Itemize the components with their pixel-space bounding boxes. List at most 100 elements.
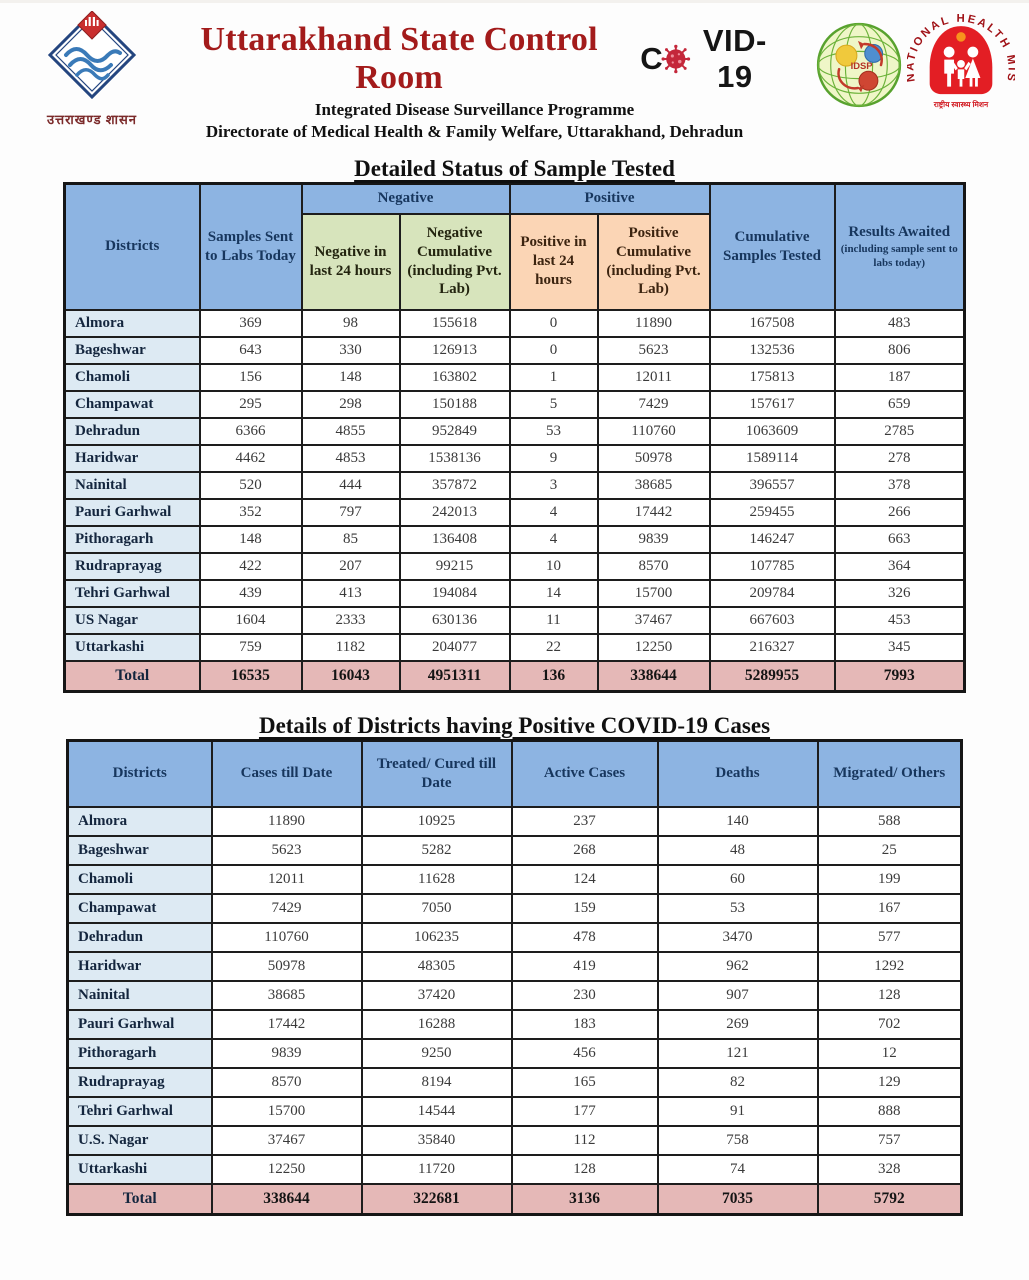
- value-cell: 1292: [816, 950, 963, 982]
- value-cell: 35840: [360, 1124, 513, 1156]
- table-row: Dehradun 6366 4855 952849 53 110760 1063609 278…: [63, 416, 966, 446]
- value-cell: 9839: [596, 524, 711, 554]
- value-cell: 148: [300, 362, 401, 392]
- value-cell: 126913: [398, 335, 511, 365]
- district-name: Almora: [66, 805, 213, 837]
- total-label: Total: [66, 1182, 213, 1216]
- value-cell: 155618: [398, 308, 511, 338]
- value-cell: 167: [816, 892, 963, 924]
- district-name: Tehri Garhwal: [63, 578, 201, 608]
- value-cell: 216327: [708, 632, 836, 662]
- value-cell: 183: [510, 1008, 659, 1040]
- value-cell: 643: [198, 335, 303, 365]
- value-cell: 14: [508, 578, 599, 608]
- value-cell: 520: [198, 470, 303, 500]
- value-cell: 12250: [596, 632, 711, 662]
- value-cell: 2333: [300, 605, 401, 635]
- value-cell: 124: [510, 863, 659, 895]
- value-cell: 22: [508, 632, 599, 662]
- table-row: Tehri Garhwal 439 413 194084 14 15700 209784 32…: [63, 578, 966, 608]
- value-cell: 4951311: [398, 659, 511, 693]
- covid-suffix: VID-19: [702, 23, 767, 94]
- district-name: Pithoragarh: [63, 524, 201, 554]
- value-cell: 11628: [360, 863, 513, 895]
- value-cell: 91: [656, 1095, 819, 1127]
- district-name: Uttarkashi: [63, 632, 201, 662]
- value-cell: 8194: [360, 1066, 513, 1098]
- value-cell: 3136: [510, 1182, 659, 1216]
- table-row: Bageshwar 643 330 126913 0 5623 132536 806: [63, 335, 966, 365]
- value-cell: 53: [656, 892, 819, 924]
- value-cell: 194084: [398, 578, 511, 608]
- value-cell: 4: [508, 497, 599, 527]
- district-name: Uttarkashi: [66, 1153, 213, 1185]
- value-cell: 11: [508, 605, 599, 635]
- table-row: Rudraprayag 422 207 99215 10 8570 107785 364: [63, 551, 966, 581]
- col-header-active-cases: Active Cases: [510, 739, 659, 808]
- value-cell: 330: [300, 335, 401, 365]
- positive-cases-table: Districts Cases till Date Treated/ Cured…: [66, 739, 963, 1217]
- value-cell: 663: [833, 524, 966, 554]
- value-cell: 7429: [596, 389, 711, 419]
- value-cell: 4855: [300, 416, 401, 446]
- value-cell: 106235: [360, 921, 513, 953]
- value-cell: 110760: [210, 921, 363, 953]
- value-cell: 150188: [398, 389, 511, 419]
- value-cell: 797: [300, 497, 401, 527]
- value-cell: 630136: [398, 605, 511, 635]
- value-cell: 5792: [816, 1182, 963, 1216]
- value-cell: 962: [656, 950, 819, 982]
- value-cell: 269: [656, 1008, 819, 1040]
- value-cell: 298: [300, 389, 401, 419]
- value-cell: 207: [300, 551, 401, 581]
- nhm-tagline-text: राष्ट्रीय स्वास्थ्य मिशन: [933, 100, 989, 109]
- value-cell: 17442: [596, 497, 711, 527]
- district-name: Pauri Garhwal: [66, 1008, 213, 1040]
- cases-table-body: Almora 11890 10925 237 140 588 Bageshwar 5623 52…: [66, 805, 963, 1216]
- col-header-treated-cured: Treated/ Cured till Date: [360, 739, 513, 808]
- value-cell: 37467: [596, 605, 711, 635]
- total-label: Total: [63, 659, 201, 693]
- value-cell: 209784: [708, 578, 836, 608]
- value-cell: 16043: [300, 659, 401, 693]
- value-cell: 37467: [210, 1124, 363, 1156]
- value-cell: 132536: [708, 335, 836, 365]
- table-row: Haridwar 50978 48305 419 962 1292: [66, 950, 963, 982]
- value-cell: 82: [656, 1066, 819, 1098]
- district-name: Rudraprayag: [63, 551, 201, 581]
- value-cell: 0: [508, 308, 599, 338]
- value-cell: 5289955: [708, 659, 836, 693]
- samples-table-body: Almora 369 98 155618 0 11890 167508 483 Bageshwa…: [63, 308, 966, 693]
- value-cell: 4853: [300, 443, 401, 473]
- value-cell: 456: [510, 1037, 659, 1069]
- value-cell: 1063609: [708, 416, 836, 446]
- col-group-positive: Positive: [508, 182, 711, 215]
- value-cell: 11890: [596, 308, 711, 338]
- value-cell: 128: [816, 979, 963, 1011]
- value-cell: 50978: [596, 443, 711, 473]
- value-cell: 266: [833, 497, 966, 527]
- district-name: Haridwar: [66, 950, 213, 982]
- value-cell: 413: [300, 578, 401, 608]
- value-cell: 157617: [708, 389, 836, 419]
- district-name: Pithoragarh: [66, 1037, 213, 1069]
- value-cell: 74: [656, 1153, 819, 1185]
- value-cell: 952849: [398, 416, 511, 446]
- table-row: Pauri Garhwal 17442 16288 183 269 702: [66, 1008, 963, 1040]
- table-row: U.S. Nagar 37467 35840 112 758 757: [66, 1124, 963, 1156]
- value-cell: 12: [816, 1037, 963, 1069]
- value-cell: 378: [833, 470, 966, 500]
- page-title: Uttarakhand State Control Room: [200, 21, 598, 96]
- table-row: US Nagar 1604 2333 630136 11 37467 667603 453: [63, 605, 966, 635]
- value-cell: 5282: [360, 834, 513, 866]
- value-cell: 1: [508, 362, 599, 392]
- value-cell: 110760: [596, 416, 711, 446]
- value-cell: 5: [508, 389, 599, 419]
- value-cell: 577: [816, 921, 963, 953]
- district-name: Dehradun: [66, 921, 213, 953]
- value-cell: 140: [656, 805, 819, 837]
- table-row: Haridwar 4462 4853 1538136 9 50978 1589114 278: [63, 443, 966, 473]
- value-cell: 667603: [708, 605, 836, 635]
- header-group-row: Districts Samples Sent to Labs Today Neg…: [63, 182, 966, 311]
